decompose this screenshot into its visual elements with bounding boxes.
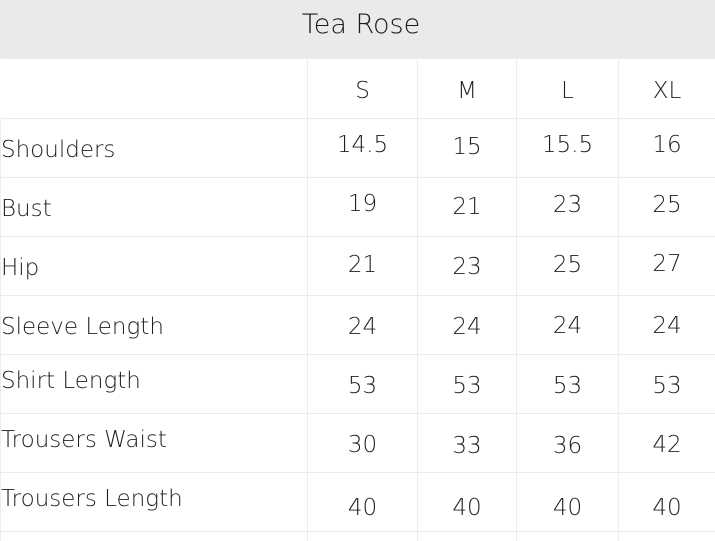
cell-value: 15.5 xyxy=(541,132,594,158)
cell-value: 40 xyxy=(347,495,378,521)
tail-cell xyxy=(417,531,517,541)
cell-value: 21 xyxy=(347,252,378,278)
table-cell: 53 xyxy=(618,354,715,414)
table-cell: 25 xyxy=(516,236,619,296)
cell-value: 21 xyxy=(452,194,482,220)
row-label-hip: Hip xyxy=(0,236,308,296)
cell-value: 27 xyxy=(652,251,682,277)
cell-value: 53 xyxy=(452,373,482,399)
table-cell: 40 xyxy=(516,472,619,532)
table-row: Sleeve Length 24 24 24 24 xyxy=(0,295,715,355)
row-label-sleeve-length: Sleeve Length xyxy=(0,295,308,355)
cell-value: 24 xyxy=(652,313,682,339)
row-label-bust: Bust xyxy=(0,177,308,237)
size-header-l: L xyxy=(516,58,619,119)
table-row: Hip 21 23 25 27 xyxy=(0,236,715,296)
cell-value: 24 xyxy=(552,313,583,339)
table-cell: 21 xyxy=(307,236,418,296)
table-row: Shirt Length 53 53 53 53 xyxy=(0,354,715,414)
table-cell: 24 xyxy=(307,295,418,355)
cell-value: 15 xyxy=(452,134,482,160)
cell-value: 40 xyxy=(552,495,583,521)
table-cell: 14.5 xyxy=(307,118,418,178)
table-cell: 19 xyxy=(307,177,418,237)
row-label-shoulders: Shoulders xyxy=(0,118,308,178)
table-cell: 24 xyxy=(417,295,517,355)
table-cell: 23 xyxy=(417,236,517,296)
row-label-text: Shirt Length xyxy=(1,368,141,394)
size-header-label: S xyxy=(355,77,370,104)
size-header-xl: XL xyxy=(618,58,715,119)
table-cell: 25 xyxy=(618,177,715,237)
table-cell: 15 xyxy=(417,118,517,178)
cell-value: 24 xyxy=(347,314,378,340)
table-cell: 21 xyxy=(417,177,517,237)
row-label-text: Bust xyxy=(1,196,52,222)
size-header-row: S M L XL xyxy=(0,58,715,119)
table-cell: 53 xyxy=(516,354,619,414)
chart-title: Tea Rose xyxy=(301,9,421,40)
table-row: Bust 19 21 23 25 xyxy=(0,177,715,237)
size-header-label: XL xyxy=(652,77,682,104)
title-bar: Tea Rose xyxy=(0,0,715,58)
cell-value: 40 xyxy=(452,495,482,521)
table-cell: 23 xyxy=(516,177,619,237)
row-label-text: Hip xyxy=(1,255,40,281)
cell-value: 16 xyxy=(652,132,682,158)
row-label-trousers-waist: Trousers Waist xyxy=(0,413,308,473)
table-tail-row xyxy=(0,531,715,541)
table-cell: 24 xyxy=(618,295,715,355)
size-table: S M L XL Shoulders 14.5 15 15.5 16 Bust … xyxy=(0,58,715,541)
cell-value: 36 xyxy=(552,433,583,459)
cell-value: 23 xyxy=(552,192,583,218)
cell-value: 30 xyxy=(347,432,378,458)
cell-value: 53 xyxy=(552,373,583,399)
row-label-shirt-length: Shirt Length xyxy=(0,354,308,414)
cell-value: 25 xyxy=(552,252,583,278)
table-cell: 53 xyxy=(307,354,418,414)
tail-cell xyxy=(516,531,619,541)
table-cell: 53 xyxy=(417,354,517,414)
table-cell: 27 xyxy=(618,236,715,296)
cell-value: 23 xyxy=(452,254,482,280)
table-cell: 16 xyxy=(618,118,715,178)
table-cell: 30 xyxy=(307,413,418,473)
tail-cell xyxy=(0,531,308,541)
row-label-text: Shoulders xyxy=(1,137,116,163)
cell-value: 25 xyxy=(652,192,682,218)
table-cell: 24 xyxy=(516,295,619,355)
size-header-m: M xyxy=(417,58,517,119)
cell-value: 33 xyxy=(452,433,482,459)
table-cell: 15.5 xyxy=(516,118,619,178)
table-cell: 33 xyxy=(417,413,517,473)
table-cell: 36 xyxy=(516,413,619,473)
size-header-label: L xyxy=(561,77,574,104)
cell-value: 53 xyxy=(347,373,378,399)
table-row: Shoulders 14.5 15 15.5 16 xyxy=(0,118,715,178)
row-label-text: Trousers Length xyxy=(1,486,183,512)
row-label-trousers-length: Trousers Length xyxy=(0,472,308,532)
tail-cell xyxy=(307,531,418,541)
table-row: Trousers Length 40 40 40 40 xyxy=(0,472,715,532)
cell-value: 19 xyxy=(347,191,378,217)
table-cell: 40 xyxy=(618,472,715,532)
cell-value: 14.5 xyxy=(336,132,389,158)
cell-value: 24 xyxy=(452,314,482,340)
table-cell: 40 xyxy=(307,472,418,532)
size-header-label: M xyxy=(457,77,477,104)
cell-value: 42 xyxy=(652,432,682,458)
cell-value: 53 xyxy=(652,373,682,399)
size-header-s: S xyxy=(307,58,418,119)
row-label-text: Trousers Waist xyxy=(1,427,167,453)
table-cell: 40 xyxy=(417,472,517,532)
tail-cell xyxy=(618,531,715,541)
table-cell: 42 xyxy=(618,413,715,473)
table-row: Trousers Waist 30 33 36 42 xyxy=(0,413,715,473)
row-label-text: Sleeve Length xyxy=(1,314,164,340)
cell-value: 40 xyxy=(652,495,682,521)
header-corner-cell xyxy=(0,58,308,119)
